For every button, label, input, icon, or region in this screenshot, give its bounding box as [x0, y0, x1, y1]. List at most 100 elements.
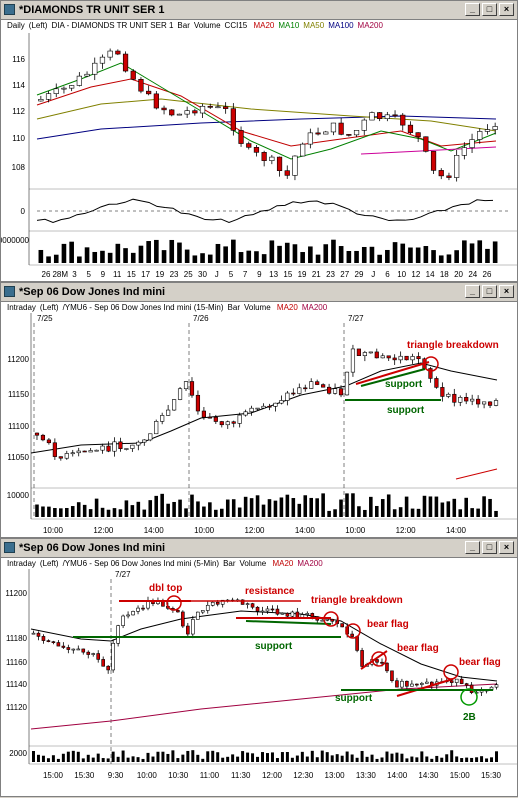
price-bar: [305, 611, 310, 618]
price-bar: [71, 648, 76, 654]
volume-bar: [255, 495, 260, 517]
x-axis-label: 10: [397, 270, 406, 279]
price-bar: [344, 371, 350, 396]
x-axis-label: 11:30: [231, 771, 251, 780]
volume-bar: [297, 503, 302, 517]
price-bar: [64, 450, 69, 460]
title-bar[interactable]: *Sep 06 Dow Jones Ind mini _ □ ×: [1, 283, 517, 302]
volume-bar: [420, 751, 424, 762]
price-bar: [92, 57, 98, 81]
minimize-button[interactable]: _: [465, 3, 480, 16]
title-bar[interactable]: *DIAMONDS TR UNIT SER 1 _ □ ×: [1, 1, 517, 20]
window-title: *DIAMONDS TR UNIT SER 1: [19, 4, 165, 16]
price-bar: [176, 113, 183, 116]
price-bar: [53, 83, 59, 98]
x-axis-label: 14:00: [144, 526, 165, 535]
volume-bar: [82, 504, 87, 517]
volume-bar: [141, 758, 145, 762]
maximize-button[interactable]: □: [482, 285, 497, 298]
title-bar[interactable]: *Sep 06 Dow Jones Ind mini _ □ ×: [1, 539, 517, 558]
price-bar: [392, 110, 398, 118]
volume-bar: [470, 757, 474, 762]
price-bar: [189, 377, 195, 398]
volume-bar: [380, 757, 384, 762]
chart-icon: [4, 4, 15, 15]
price-bar: [94, 449, 99, 452]
volume-bar: [261, 254, 267, 263]
volume-bar: [131, 756, 135, 762]
volume-bar: [166, 753, 170, 762]
tick-11160: 11160: [6, 658, 28, 667]
maximize-button[interactable]: □: [482, 3, 497, 16]
ma50-line: [36, 98, 497, 132]
price-bar: [207, 103, 213, 109]
price-bar: [386, 355, 391, 361]
price-bar: [390, 670, 394, 683]
volume-bar: [221, 757, 225, 762]
maximize-button[interactable]: □: [482, 541, 497, 554]
x-axis-label: 7: [243, 270, 248, 279]
ma200-line: [455, 468, 498, 480]
price-bar: [330, 618, 335, 625]
volume-bar: [340, 755, 344, 762]
volume-bar: [330, 755, 334, 762]
daily-chart-canvas[interactable]: 116 114 112 110 108 0 20000000 2628M3591…: [1, 1, 518, 283]
volume-bar: [35, 504, 39, 517]
volume-bar: [292, 244, 298, 263]
x-axis-label: 30: [198, 270, 207, 279]
volume-bar: [215, 243, 221, 263]
price-bar: [111, 639, 115, 673]
15min-chart-canvas[interactable]: 7/25 7/26 7/27 11200 11150 11100 11050 1…: [1, 283, 518, 539]
volume-bar: [225, 499, 230, 517]
annotation-dbl-top: dbl top: [149, 583, 182, 594]
volume-bar: [434, 496, 439, 517]
volume-bar: [295, 755, 299, 762]
x-axis-label: 14:00: [295, 526, 316, 535]
price-bar: [340, 623, 344, 628]
volume-bar: [277, 245, 282, 263]
volume-bar: [201, 758, 205, 762]
close-button[interactable]: ×: [499, 3, 514, 16]
ma20-line: [36, 78, 497, 147]
ma200-line: [30, 683, 498, 730]
x-axis-label: 5: [86, 270, 91, 279]
tick-114: 114: [12, 81, 25, 90]
volume-bar: [70, 506, 75, 517]
price-bar: [493, 398, 499, 407]
volume-bar: [246, 752, 250, 762]
price-bar: [34, 432, 40, 441]
x-axis-label: 12:00: [93, 526, 114, 535]
volume-bar: [166, 503, 170, 517]
volume-bar: [460, 758, 464, 762]
volume-bar: [36, 754, 40, 762]
volume-bar: [400, 243, 406, 263]
volume-bar: [485, 248, 490, 263]
price-bar: [404, 355, 409, 361]
x-axis-label: 6: [385, 270, 390, 279]
price-bar: [148, 433, 153, 442]
price-bar: [122, 51, 129, 73]
volume-bar: [130, 505, 135, 517]
close-button[interactable]: ×: [499, 541, 514, 554]
price-bar: [321, 383, 326, 388]
price-bar: [141, 605, 145, 612]
volume-bar: [345, 493, 349, 517]
tick-116: 116: [12, 55, 25, 64]
volume-bar: [146, 752, 150, 762]
volume-bar: [211, 750, 215, 762]
price-bar: [56, 640, 61, 647]
minimize-button[interactable]: _: [465, 541, 480, 554]
volume-bar: [123, 248, 128, 263]
5min-chart-canvas[interactable]: 7/27 11200 11180 11160 11140 11120 2000 …: [1, 539, 518, 798]
price-bar: [52, 438, 57, 460]
x-axis-label: 10:00: [137, 771, 158, 780]
price-bar: [41, 634, 46, 644]
price-bar: [76, 72, 82, 87]
minimize-button[interactable]: _: [465, 285, 480, 298]
price-bar: [31, 630, 36, 635]
volume-bar: [191, 750, 195, 762]
close-button[interactable]: ×: [499, 285, 514, 298]
volume-bar: [327, 510, 331, 517]
price-bar: [146, 596, 150, 611]
